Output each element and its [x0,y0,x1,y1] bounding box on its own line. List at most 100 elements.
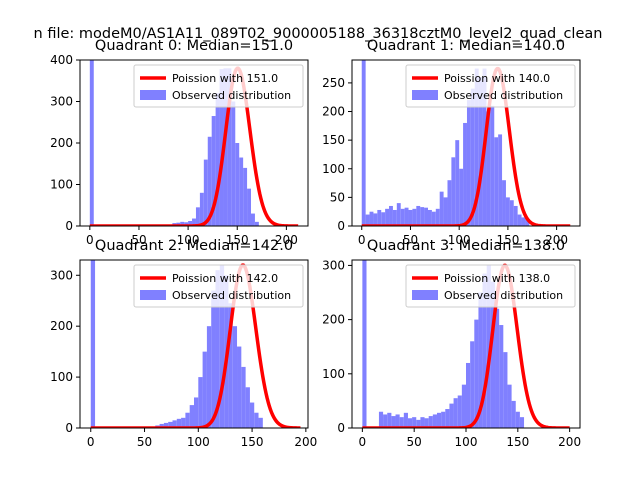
quadrant-3-legend-bar-swatch [412,290,438,300]
quadrant-3-bar [478,292,483,428]
quadrant-1-bar [385,208,390,226]
quadrant-1-bar [486,111,491,226]
quadrant-2-y-tick-label: 300 [50,268,73,282]
quadrant-1-bar [439,191,444,226]
quadrant-1-y-tick-label: 250 [322,76,345,90]
quadrant-3-bar [383,414,388,428]
quadrant-3-bar [441,411,446,428]
quadrant-0-x-tick-label: 150 [226,233,249,247]
quadrant-3-x-tick-label: 100 [455,435,478,449]
quadrant-2-bar [219,265,225,428]
quadrant-1-bar [466,100,471,226]
quadrant-1-bar [502,180,506,226]
quadrant-1-legend-box [405,64,576,108]
quadrant-1-x-tick-label: 150 [496,233,519,247]
quadrant-0-x-tick-label: 200 [275,233,298,247]
quadrant-1-bar [389,205,393,226]
quadrant-3-bar [507,384,512,428]
quadrant-3-bar [486,265,491,428]
quadrant-3-bar [391,416,396,428]
quadrant-2-bar [168,421,173,428]
quadrant-0-bar [227,68,232,226]
quadrant-0-y-tick-label: 0 [65,219,73,233]
quadrant-1-bar [447,180,452,226]
quadrant-0-bar [219,69,224,226]
quadrant-3-poisson-fit-line [361,263,571,428]
quadrant-1-bar [525,219,530,226]
quadrant-2-y-tick-label: 0 [65,421,73,435]
quadrant-2-y-tick-label: 100 [50,370,73,384]
quadrant-1-bar [494,137,499,226]
quadrant-3-bar [387,412,392,428]
quadrant-1-bar [392,209,397,226]
quadrant-0-bar [192,218,196,226]
quadrant-2-y-tick-label: 200 [50,319,73,333]
quadrant-0-bar [215,93,220,226]
quadrant-2-bar [90,260,96,428]
quadrant-3-legend-box [405,264,576,308]
quadrant-3-bar [424,418,429,428]
quadrant-0-bar [247,188,251,226]
quadrant-3-y-tick-label: 100 [322,367,345,381]
quadrant-0-x-tick-label: 50 [131,233,146,247]
quadrant-2-bar [237,346,242,428]
quadrant-2-title: Quadrant 2: Median=142.0 [95,238,293,254]
quadrant-0-x-tick-label: 100 [177,233,200,247]
quadrant-1-bar [365,214,370,226]
subplot-grid: 0 50 100 150 200 0 100 200 300 400 Quadrant 0: Med… [50,38,581,449]
quadrant-2-x-tick-label: 100 [187,435,210,449]
quadrant-3-bar [511,400,516,428]
quadrant-2-bar [211,290,216,428]
quadrant-3-bar [399,417,404,428]
quadrant-2-bar [176,418,182,428]
quadrant-1-poisson-fit-line [360,66,572,226]
quadrant-3-bar [412,417,417,428]
quadrant-2-bar [181,417,186,428]
quadrant-1-bar [470,88,475,226]
quadrant-1-y-tick-label: 100 [322,162,345,176]
quadrant-1-x-tick-label: 100 [448,233,471,247]
quadrant-2-bar [258,417,263,428]
quadrant-0-plot: 0 50 100 150 200 0 100 200 300 400 Quadrant 0: Med… [50,38,309,247]
quadrant-2-legend-observed-label: Observed distribution [172,289,291,302]
quadrant-3-bar [503,352,508,428]
quadrant-3-bar [403,412,408,428]
quadrant-1-bar [435,208,440,226]
quadrant-3-bar [457,395,462,428]
quadrant-1-title: Quadrant 1: Median=140.0 [367,38,565,54]
quadrant-2-legend: Poission with 142.0 Observed distribution [133,264,304,308]
quadrant-0-y-tick-label: 400 [50,53,73,67]
quadrant-3-histogram [362,260,525,428]
quadrant-2-x-tick-label: 150 [241,435,264,449]
quadrant-1-bar [361,60,366,226]
quadrant-2-bar [249,402,255,428]
quadrant-1-bar [498,134,503,226]
quadrant-2-bar [202,351,207,428]
quadrant-0-title: Quadrant 0: Median=151.0 [95,38,293,54]
quadrant-3-bar [407,418,413,428]
quadrant-2-bar [172,420,177,428]
quadrant-3-x-tick-label: 150 [506,435,529,449]
quadrant-1-bar [373,213,378,226]
quadrant-3-bar [428,416,433,428]
quadrant-0-y-tick-label: 100 [50,178,73,192]
quadrant-1-x-tick-label: 50 [403,233,418,247]
quadrant-1-y-tick-label: 150 [322,133,345,147]
quadrant-1-bar [513,205,518,226]
quadrant-1-bar [377,209,382,226]
quadrant-0-bar [239,157,244,226]
quadrant-3-bar [436,412,442,428]
quadrant-3-bar [395,414,400,428]
quadrant-1-bar [396,203,401,226]
quadrant-2-bar [163,422,169,428]
quadrant-0-y-tick-label: 200 [50,136,73,150]
quadrant-3-bar [499,325,504,428]
quadrant-1-bar [478,77,483,226]
quadrant-3-y-tick-label: 0 [337,421,345,435]
quadrant-3-title: Quadrant 3: Median=138.0 [367,238,565,254]
quadrant-2-x-tick-label: 0 [87,435,95,449]
quadrant-0-bar [254,221,259,226]
quadrant-1-y-tick-label: 50 [330,190,345,204]
quadrant-1-bar [521,217,526,226]
